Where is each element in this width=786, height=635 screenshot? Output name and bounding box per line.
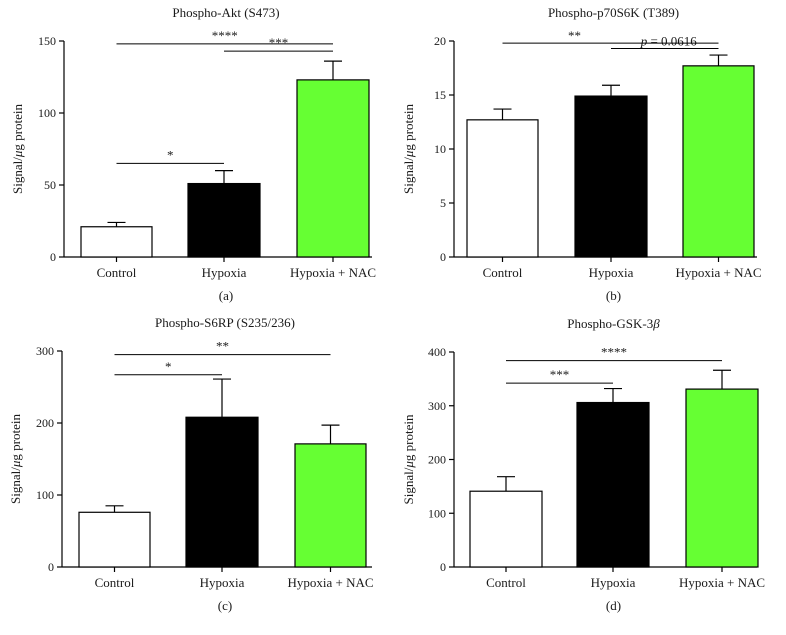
- chart-title: Phospho-p70S6K (T389): [548, 5, 679, 20]
- significance-label: ****: [212, 28, 238, 43]
- panel-label: (b): [606, 288, 621, 303]
- x-tick-label: Control: [483, 265, 523, 280]
- significance-label: ***: [269, 35, 289, 50]
- x-tick-label: Hypoxia + NAC: [675, 265, 761, 280]
- bar-hypoxia: [185, 416, 259, 568]
- y-axis-label: Signal/μg protein: [401, 104, 416, 194]
- y-tick-label: 0: [440, 250, 446, 264]
- bar-hypoxia: [574, 95, 648, 258]
- bar-hypoxia-nac: [296, 79, 370, 258]
- y-tick-label: 50: [44, 178, 56, 192]
- x-tick-label: Hypoxia + NAC: [679, 575, 765, 590]
- panel-label: (d): [606, 598, 621, 613]
- bar-control: [466, 119, 539, 258]
- x-tick-label: Hypoxia + NAC: [287, 575, 373, 590]
- y-tick-label: 150: [38, 34, 56, 48]
- y-tick-label: 15: [434, 88, 446, 102]
- significance-label: ****: [601, 345, 627, 360]
- y-tick-label: 200: [428, 453, 446, 467]
- y-tick-label: 100: [428, 506, 446, 520]
- bar-hypoxia: [187, 182, 261, 258]
- y-tick-label: 400: [428, 345, 446, 359]
- y-tick-label: 10: [434, 142, 446, 156]
- x-tick-label: Hypoxia: [589, 265, 634, 280]
- bar-hypoxia-nac: [294, 443, 367, 568]
- significance-label: **: [216, 339, 229, 354]
- significance-label: **: [568, 28, 581, 43]
- chart-title: Phospho-GSK-3β: [567, 316, 660, 331]
- y-tick-label: 200: [36, 416, 54, 430]
- x-tick-label: Hypoxia: [202, 265, 247, 280]
- x-tick-label: Hypoxia + NAC: [290, 265, 376, 280]
- x-tick-label: Control: [97, 265, 137, 280]
- y-tick-label: 5: [440, 196, 446, 210]
- chart-panel-d: Phospho-GSK-3β 0 100 200 300 400 Signal/μg pro…: [401, 316, 765, 613]
- y-tick-label: 0: [440, 560, 446, 574]
- bar-control: [80, 226, 153, 258]
- chart-title: Phospho-S6RP (S235/236): [155, 315, 295, 330]
- significance-label: p = 0.0616: [640, 34, 698, 49]
- y-tick-label: 100: [38, 106, 56, 120]
- y-tick-label: 20: [434, 34, 446, 48]
- x-tick-label: Control: [486, 575, 526, 590]
- chart-panel-b: Phospho-p70S6K (T389) 0 5 10 15 20 Signal/μg p…: [401, 5, 762, 303]
- panel-label: (c): [218, 598, 232, 613]
- bar-control: [78, 511, 151, 568]
- x-tick-label: Hypoxia: [591, 575, 636, 590]
- y-axis-label: Signal/μg protein: [401, 414, 416, 504]
- panel-label: (a): [219, 288, 233, 303]
- x-tick-label: Hypoxia: [200, 575, 245, 590]
- y-tick-label: 0: [50, 250, 56, 264]
- y-tick-label: 100: [36, 488, 54, 502]
- bar-hypoxia: [576, 401, 650, 568]
- significance-label: *: [167, 147, 174, 162]
- chart-panel-a: Phospho-Akt (S473) 0 50 100 150 Signal/μg pro…: [10, 5, 376, 303]
- significance-label: *: [165, 359, 172, 374]
- y-axis-label: Signal/μg protein: [10, 104, 25, 194]
- significance-label: ***: [550, 367, 570, 382]
- x-tick-label: Control: [95, 575, 135, 590]
- bar-control: [469, 490, 543, 568]
- chart-title: Phospho-Akt (S473): [172, 5, 279, 20]
- y-tick-label: 300: [36, 344, 54, 358]
- bar-hypoxia-nac: [682, 65, 755, 258]
- y-tick-label: 0: [48, 560, 54, 574]
- bar-hypoxia-nac: [685, 388, 759, 568]
- chart-panel-c: Phospho-S6RP (S235/236) 0 100 200 300 Signal/…: [8, 315, 374, 613]
- y-tick-label: 300: [428, 399, 446, 413]
- y-axis-label: Signal/μg protein: [8, 414, 23, 504]
